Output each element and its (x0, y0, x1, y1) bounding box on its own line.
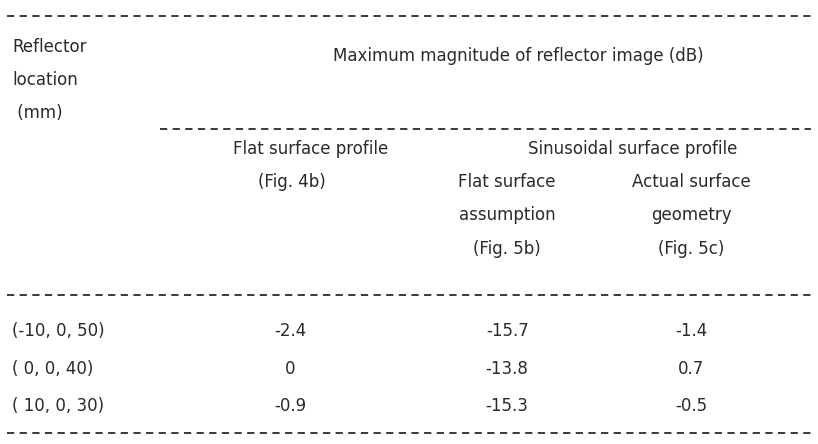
Text: Maximum magnitude of reflector image (dB): Maximum magnitude of reflector image (dB… (333, 47, 703, 65)
Text: Flat surface profile: Flat surface profile (233, 140, 389, 158)
Text: 0.7: 0.7 (678, 360, 704, 377)
Text: Reflector: Reflector (12, 38, 87, 56)
Text: Sinusoidal surface profile: Sinusoidal surface profile (528, 140, 737, 158)
Text: -0.9: -0.9 (274, 397, 307, 415)
Text: Flat surface: Flat surface (458, 173, 556, 191)
Text: -15.7: -15.7 (486, 322, 528, 340)
Text: assumption: assumption (459, 206, 555, 225)
Text: location: location (12, 71, 78, 89)
Text: (Fig. 5c): (Fig. 5c) (658, 240, 725, 258)
Text: -1.4: -1.4 (675, 322, 708, 340)
Text: ( 10, 0, 30): ( 10, 0, 30) (12, 397, 105, 415)
Text: -13.8: -13.8 (486, 360, 528, 377)
Text: 0: 0 (285, 360, 295, 377)
Text: geometry: geometry (651, 206, 731, 225)
Text: (Fig. 5b): (Fig. 5b) (474, 240, 541, 258)
Text: Actual surface: Actual surface (631, 173, 751, 191)
Text: (mm): (mm) (12, 104, 63, 123)
Text: (Fig. 4b): (Fig. 4b) (258, 173, 326, 191)
Text: -15.3: -15.3 (486, 397, 528, 415)
Text: -2.4: -2.4 (274, 322, 307, 340)
Text: ( 0, 0, 40): ( 0, 0, 40) (12, 360, 93, 377)
Text: (-10, 0, 50): (-10, 0, 50) (12, 322, 105, 340)
Text: -0.5: -0.5 (675, 397, 708, 415)
